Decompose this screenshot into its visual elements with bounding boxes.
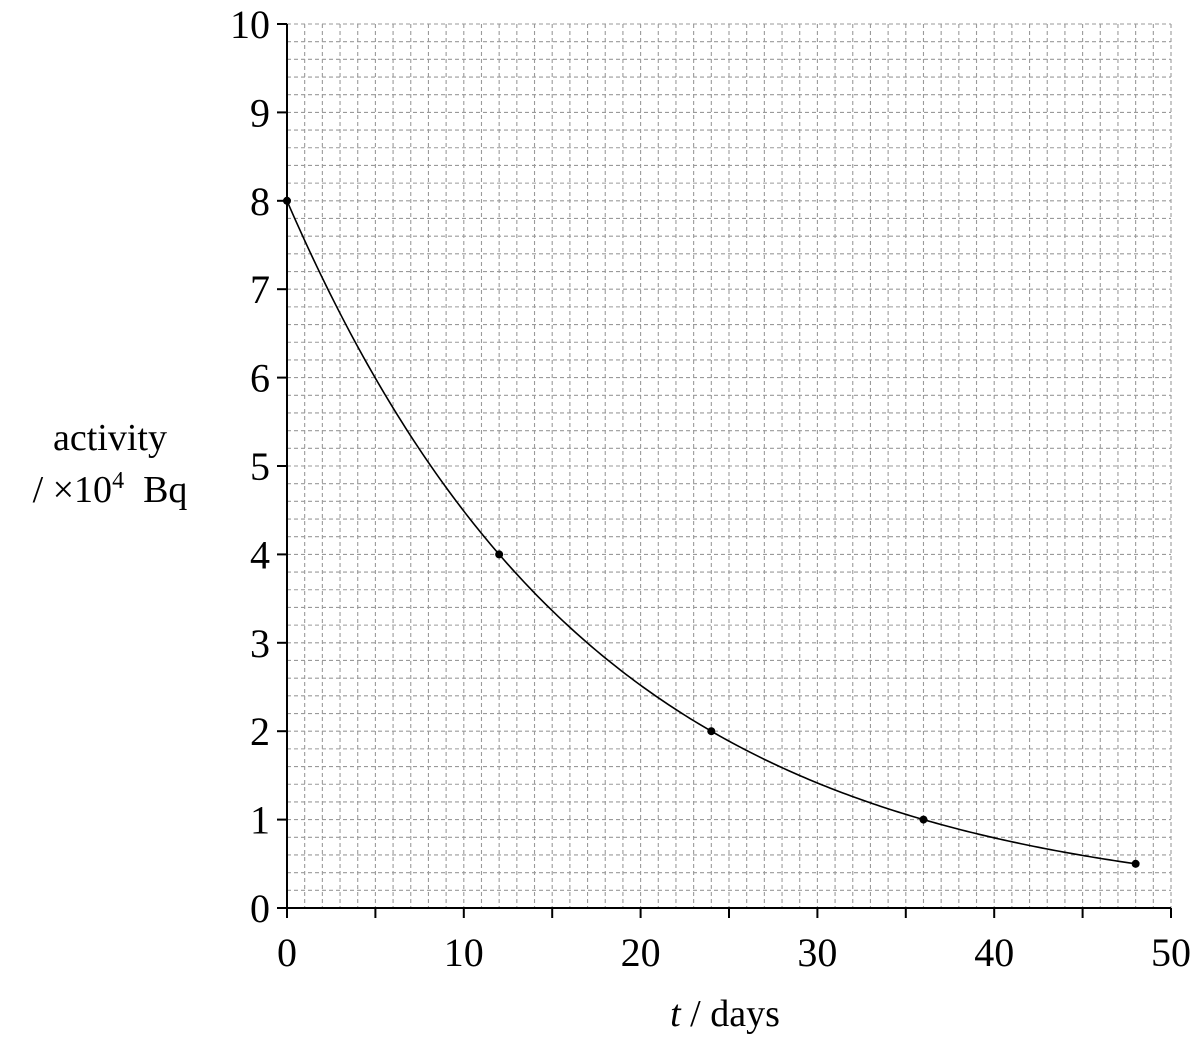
y-axis-label-exponent: 4 [112,468,125,494]
y-tick-label: 1 [250,798,270,843]
y-axis-label: activity / ×104 Bq [0,412,220,516]
data-point [495,550,504,559]
y-tick-label: 7 [250,267,270,312]
x-tick-label: 30 [797,930,837,975]
x-tick-label: 50 [1151,930,1191,975]
y-tick-label: 0 [250,886,270,931]
y-tick-label: 5 [250,444,270,489]
data-point [1131,859,1140,868]
x-tick-label: 20 [621,930,661,975]
x-axis-label-var: t [670,993,681,1035]
grid [286,23,1172,909]
y-tick-label: 4 [250,532,270,577]
x-axis-label: t / days [590,992,860,1036]
y-tick-label: 2 [250,709,270,754]
y-tick-label: 10 [230,2,270,47]
x-tick-label: 40 [974,930,1014,975]
x-tick-label: 10 [444,930,484,975]
y-axis-label-line2: / ×104 Bq [0,464,220,516]
y-axis-label-line1: activity [53,417,167,459]
data-point [283,196,291,205]
data-points [283,196,1140,868]
x-tick-label: 0 [277,930,297,975]
x-axis-label-unit: / days [680,993,780,1035]
y-tick-label: 8 [250,179,270,224]
data-point [919,815,928,824]
y-tick-label: 6 [250,356,270,401]
y-tick-label: 3 [250,621,270,666]
y-axis-label-unit: Bq [143,469,188,511]
y-axis-label-prefix: / ×10 [32,469,113,511]
data-point [707,727,716,736]
ticks: 0 10 20 30 40 50 0 1 2 3 4 5 6 7 8 9 10 [230,2,1191,975]
y-tick-label: 9 [250,90,270,135]
